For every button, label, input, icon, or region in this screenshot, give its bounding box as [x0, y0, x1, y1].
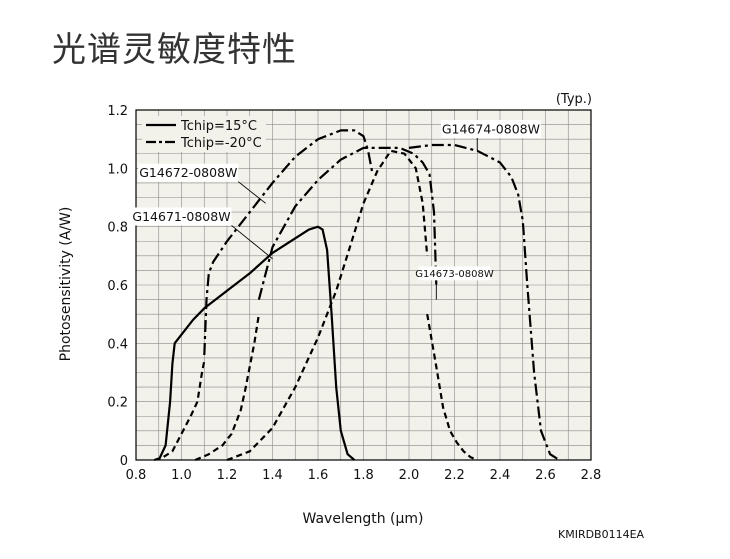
y-axis-label: Photosensitivity (A/W) [58, 207, 74, 362]
x-tick-label: 2.0 [399, 468, 420, 483]
x-tick-label: 2.4 [490, 468, 511, 483]
legend-box [142, 116, 266, 152]
annotation-label: G14673-0808W [415, 269, 494, 280]
x-tick-label: 2.6 [535, 468, 556, 483]
annotations: G14672-0808W G14671-0808W G14674-0808W G146… [131, 119, 541, 300]
series-line-g14672-0808w-minus20c [194, 314, 260, 462]
x-tick-label: 1.2 [217, 468, 238, 483]
legend-label: Tchip=-20°C [180, 136, 262, 151]
y-tick-label: 0.2 [107, 396, 128, 411]
series-line-g14674-0808w-minus20c [426, 314, 478, 462]
x-tick-label: 2.8 [581, 468, 602, 483]
series-line-g14671-0808w-minus20c [153, 360, 206, 462]
annotation-leader [238, 181, 266, 204]
legend-label: Tchip=15°C [180, 119, 257, 134]
grid [135, 109, 592, 461]
annotation-label: G14674-0808W [442, 121, 540, 136]
annotation-box [418, 266, 491, 281]
axis-ticks: 0.8 1.0 1.2 1.4 1.6 1.8 2.0 2.2 2.4 2.6 2.8 0 0.2 0.4… [107, 104, 601, 483]
figure-code: KMIRDB0114EA [558, 528, 645, 541]
series-line-g14671-0808w-15c [157, 225, 356, 461]
series-line-g14673-0808w-15c [257, 146, 438, 300]
plot-frame [135, 109, 592, 461]
annotation-box [138, 163, 239, 182]
y-tick-label: 1.0 [107, 162, 128, 177]
y-tick-label: 0 [120, 454, 128, 469]
x-tick-label: 0.8 [126, 468, 147, 483]
annotation-leader [231, 225, 273, 260]
annotation-box [440, 119, 541, 138]
x-tick-label: 1.6 [308, 468, 329, 483]
x-tick-label: 1.4 [262, 468, 283, 483]
y-tick-label: 0.6 [107, 279, 128, 294]
typ-note: (Typ.) [556, 92, 592, 107]
x-axis-label: Wavelength (μm) [303, 511, 424, 527]
x-tick-label: 1.0 [171, 468, 192, 483]
annotation-label: G14672-0808W [139, 165, 237, 180]
page-title: 光谱灵敏度特性 [52, 30, 297, 70]
annotation-label: G14671-0808W [132, 209, 230, 224]
x-tick-label: 2.2 [444, 468, 465, 483]
series-lines [153, 129, 560, 462]
series-line-g14673-0808w-minus20c [226, 149, 429, 462]
legend: Tchip=15°C Tchip=-20°C [142, 116, 266, 152]
series-line-g14672-0808w-15c [203, 129, 374, 356]
series-line-g14674-0808w-15c [408, 143, 560, 461]
y-tick-label: 0.8 [107, 221, 128, 236]
annotation-box [131, 207, 232, 226]
y-tick-label: 0.4 [107, 337, 128, 352]
x-tick-label: 1.8 [353, 468, 374, 483]
y-tick-label: 1.2 [107, 104, 128, 119]
